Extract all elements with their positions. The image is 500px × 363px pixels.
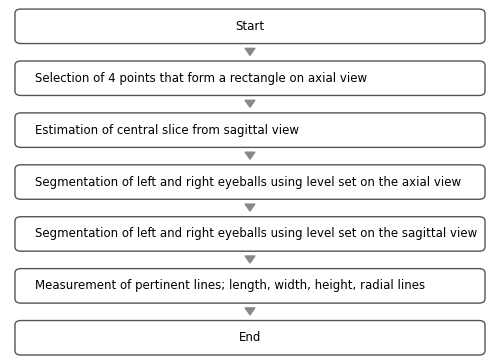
Text: Segmentation of left and right eyeballs using level set on the axial view: Segmentation of left and right eyeballs …	[35, 176, 461, 188]
Text: Start: Start	[236, 20, 264, 33]
FancyBboxPatch shape	[15, 217, 485, 251]
FancyBboxPatch shape	[15, 113, 485, 147]
FancyBboxPatch shape	[15, 321, 485, 355]
Text: Selection of 4 points that form a rectangle on axial view: Selection of 4 points that form a rectan…	[35, 72, 367, 85]
Text: End: End	[239, 331, 261, 344]
FancyArrowPatch shape	[245, 48, 255, 55]
FancyArrowPatch shape	[245, 204, 255, 211]
FancyArrowPatch shape	[245, 308, 255, 315]
Text: Segmentation of left and right eyeballs using level set on the sagittal view: Segmentation of left and right eyeballs …	[35, 228, 477, 240]
Text: Measurement of pertinent lines; length, width, height, radial lines: Measurement of pertinent lines; length, …	[35, 280, 425, 292]
FancyArrowPatch shape	[245, 256, 255, 263]
FancyBboxPatch shape	[15, 269, 485, 303]
FancyBboxPatch shape	[15, 61, 485, 95]
FancyBboxPatch shape	[15, 165, 485, 199]
FancyBboxPatch shape	[15, 9, 485, 44]
FancyArrowPatch shape	[245, 152, 255, 159]
Text: Estimation of central slice from sagittal view: Estimation of central slice from sagitta…	[35, 124, 299, 136]
FancyArrowPatch shape	[245, 100, 255, 107]
